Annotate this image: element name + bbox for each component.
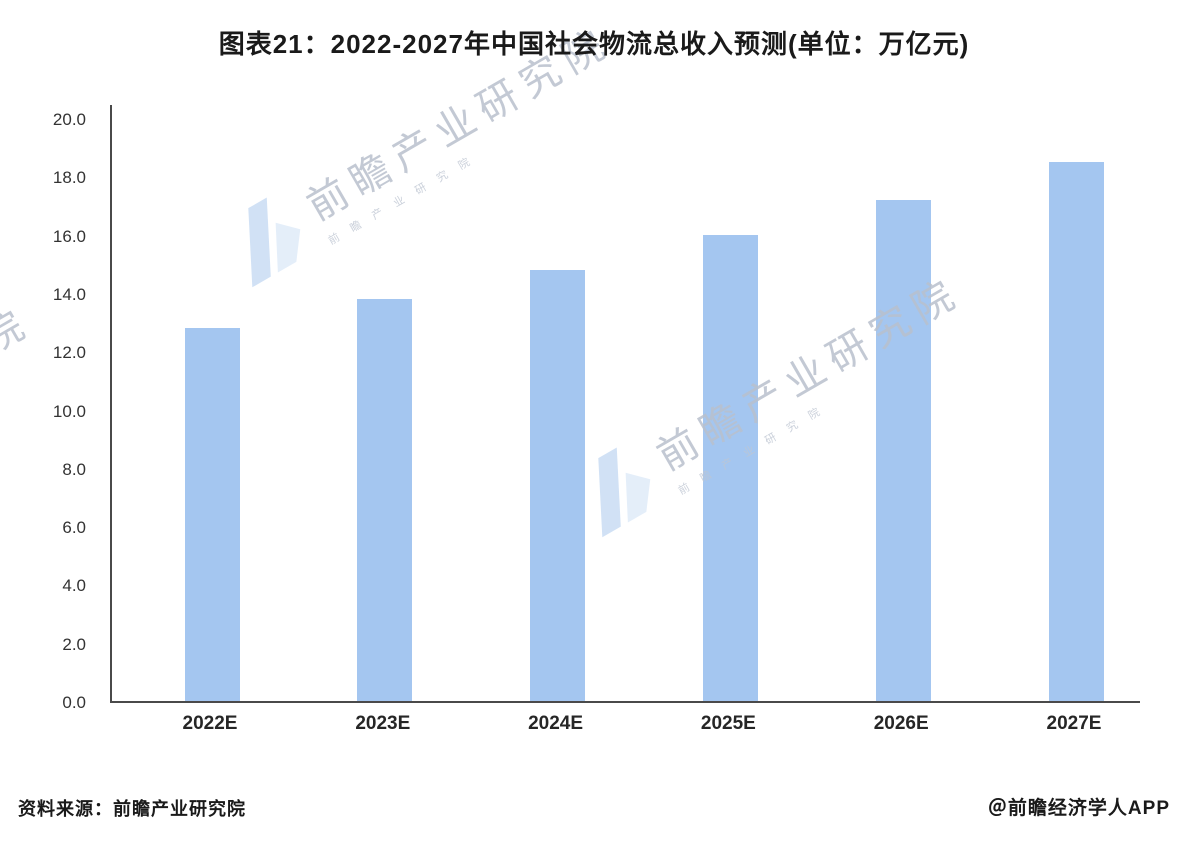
bar-2025E (702, 234, 758, 701)
x-axis-label-2024E: 2024E (528, 713, 584, 734)
y-axis-tick-label: 18.0 (52, 168, 86, 188)
bar-2027E (1048, 161, 1104, 701)
y-axis-tick-label: 12.0 (52, 343, 86, 363)
x-axis-label-2025E: 2025E (700, 713, 756, 734)
plot-area (110, 105, 1140, 703)
y-axis: 0.0 2.0 4.0 6.0 8.0 10.0 12.0 14.0 16.0 18.0 20.0 (0, 105, 100, 712)
bar-2023E (357, 298, 413, 701)
y-axis-tick-label: 0.0 (62, 693, 86, 712)
x-axis-label-2026E: 2026E (873, 713, 929, 734)
credit-note: ＠前瞻经济学人APP (987, 798, 1170, 819)
x-axis-label-2027E: 2027E (1046, 713, 1102, 734)
bar-2024E (530, 269, 586, 701)
chart-title: 图表21：2022-2027年中国社会物流总收入预测(单位：万亿元) (218, 29, 970, 59)
y-axis-tick-label: 4.0 (62, 576, 86, 596)
bar-2026E (875, 199, 931, 701)
y-axis-tick-label: 2.0 (62, 634, 86, 654)
y-axis-tick-label: 10.0 (52, 401, 86, 421)
y-axis-tick-label: 8.0 (62, 459, 86, 479)
y-axis-tick-label: 14.0 (52, 284, 86, 304)
y-axis-tick-label: 20.0 (52, 110, 86, 129)
x-axis-label-2023E: 2023E (355, 713, 411, 734)
bar-2022E (184, 327, 240, 701)
y-axis-tick-label: 6.0 (62, 518, 86, 538)
x-axis-label-2022E: 2022E (182, 713, 238, 734)
y-axis-tick-label: 16.0 (52, 226, 86, 246)
source-note: 资料来源：前瞻产业研究院 (18, 799, 246, 819)
x-axis: 2022E 2023E 2024E 2025E 2026E 2027E (110, 713, 1140, 745)
